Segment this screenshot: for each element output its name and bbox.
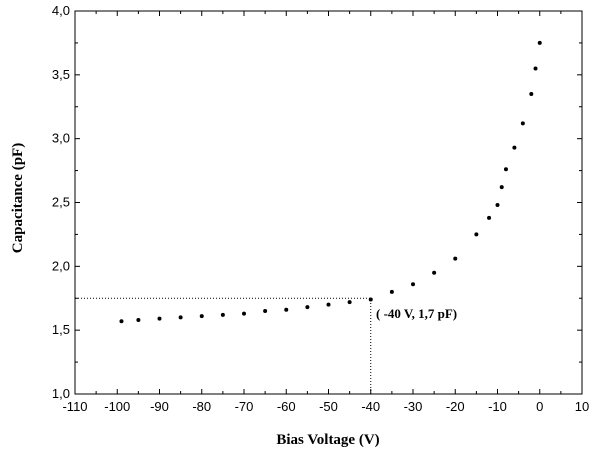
data-point <box>368 297 373 302</box>
y-tick-label: 1,0 <box>52 386 70 401</box>
x-tick-label: -110 <box>62 399 87 414</box>
ticks: -110 -100 -90 -80 -70 -60 -50 -40 -30 -20 -10 0 101,… <box>52 3 589 414</box>
data-point <box>178 315 183 320</box>
x-tick-label: -80 <box>192 399 211 414</box>
y-tick-label: 2,0 <box>52 258 70 273</box>
data-point <box>512 145 517 150</box>
x-tick-label: -30 <box>404 399 423 414</box>
data-point <box>453 256 458 261</box>
y-tick-label: 1,5 <box>52 322 70 337</box>
data-point <box>199 314 204 319</box>
x-tick-label: -100 <box>104 399 130 414</box>
data-point <box>411 282 415 287</box>
data-points <box>119 40 542 324</box>
data-point <box>432 270 437 275</box>
x-axis-title: Bias Voltage (V) <box>276 432 379 448</box>
x-tick-label: 10 <box>575 399 589 414</box>
data-point <box>119 319 124 324</box>
y-axis-title: Capacitance (pF) <box>10 143 26 253</box>
y-tick-label: 4,0 <box>52 3 70 18</box>
data-point <box>537 40 542 45</box>
data-point <box>242 311 246 316</box>
data-point <box>326 302 331 307</box>
data-point <box>220 312 225 317</box>
data-point <box>520 121 525 126</box>
data-point <box>529 91 534 96</box>
y-tick-label: 3,0 <box>52 131 70 146</box>
x-tick-label: -50 <box>319 399 338 414</box>
point-annotation: ( -40 V, 1,7 pF) <box>376 306 457 321</box>
reference-lines <box>75 297 372 394</box>
data-point <box>284 307 289 312</box>
x-tick-label: -10 <box>488 399 507 414</box>
data-point <box>157 316 162 321</box>
data-point <box>474 232 479 237</box>
y-tick-label: 3,5 <box>52 67 70 82</box>
x-tick-label: -20 <box>446 399 465 414</box>
x-tick-label: 0 <box>536 399 543 414</box>
data-point <box>487 215 492 220</box>
data-point <box>136 317 141 322</box>
x-tick-label: -60 <box>277 399 296 414</box>
data-point <box>305 305 310 310</box>
data-point <box>499 185 504 190</box>
data-point <box>503 167 508 172</box>
y-tick-label: 2,5 <box>52 195 70 210</box>
plot-frame <box>74 10 583 395</box>
data-point <box>347 300 352 305</box>
x-tick-label: -90 <box>150 399 169 414</box>
data-point <box>533 66 538 71</box>
data-point <box>263 309 268 314</box>
x-tick-label: -40 <box>361 399 380 414</box>
x-tick-label: -70 <box>235 399 254 414</box>
axes <box>74 10 583 395</box>
data-point <box>495 203 500 208</box>
data-point <box>389 289 394 294</box>
